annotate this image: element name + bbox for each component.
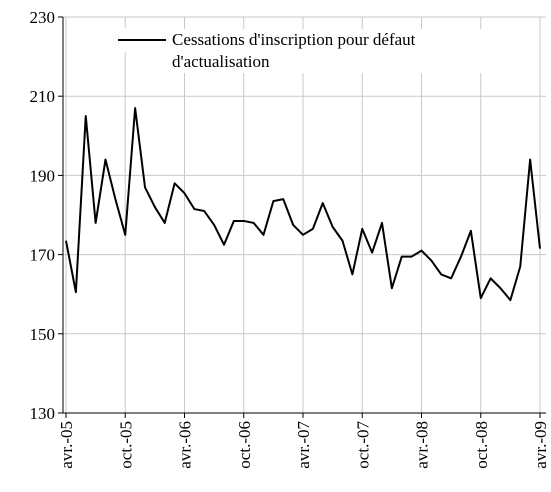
y-tick-label: 150 <box>30 325 56 344</box>
data-line <box>65 107 541 302</box>
x-tick-label: avr.-07 <box>294 421 313 469</box>
x-tick-label: avr.-09 <box>531 421 550 469</box>
x-tick-label: oct.-05 <box>116 421 135 469</box>
y-tick-label: 170 <box>30 246 56 265</box>
x-tick-label: oct.-06 <box>235 421 254 469</box>
x-tick-label: avr.-06 <box>176 421 195 469</box>
y-tick-label: 190 <box>30 166 56 185</box>
y-tick-label: 230 <box>30 8 56 27</box>
y-tick-label: 130 <box>30 404 56 423</box>
x-tick-label: avr.-05 <box>57 421 76 469</box>
x-tick-label: avr.-08 <box>413 421 432 469</box>
legend-label: Cessations d'inscription pour défaut d'a… <box>172 29 502 73</box>
x-tick-label: oct.-07 <box>353 421 372 469</box>
y-tick-label: 210 <box>30 87 56 106</box>
x-tick-label: oct.-08 <box>472 421 491 469</box>
